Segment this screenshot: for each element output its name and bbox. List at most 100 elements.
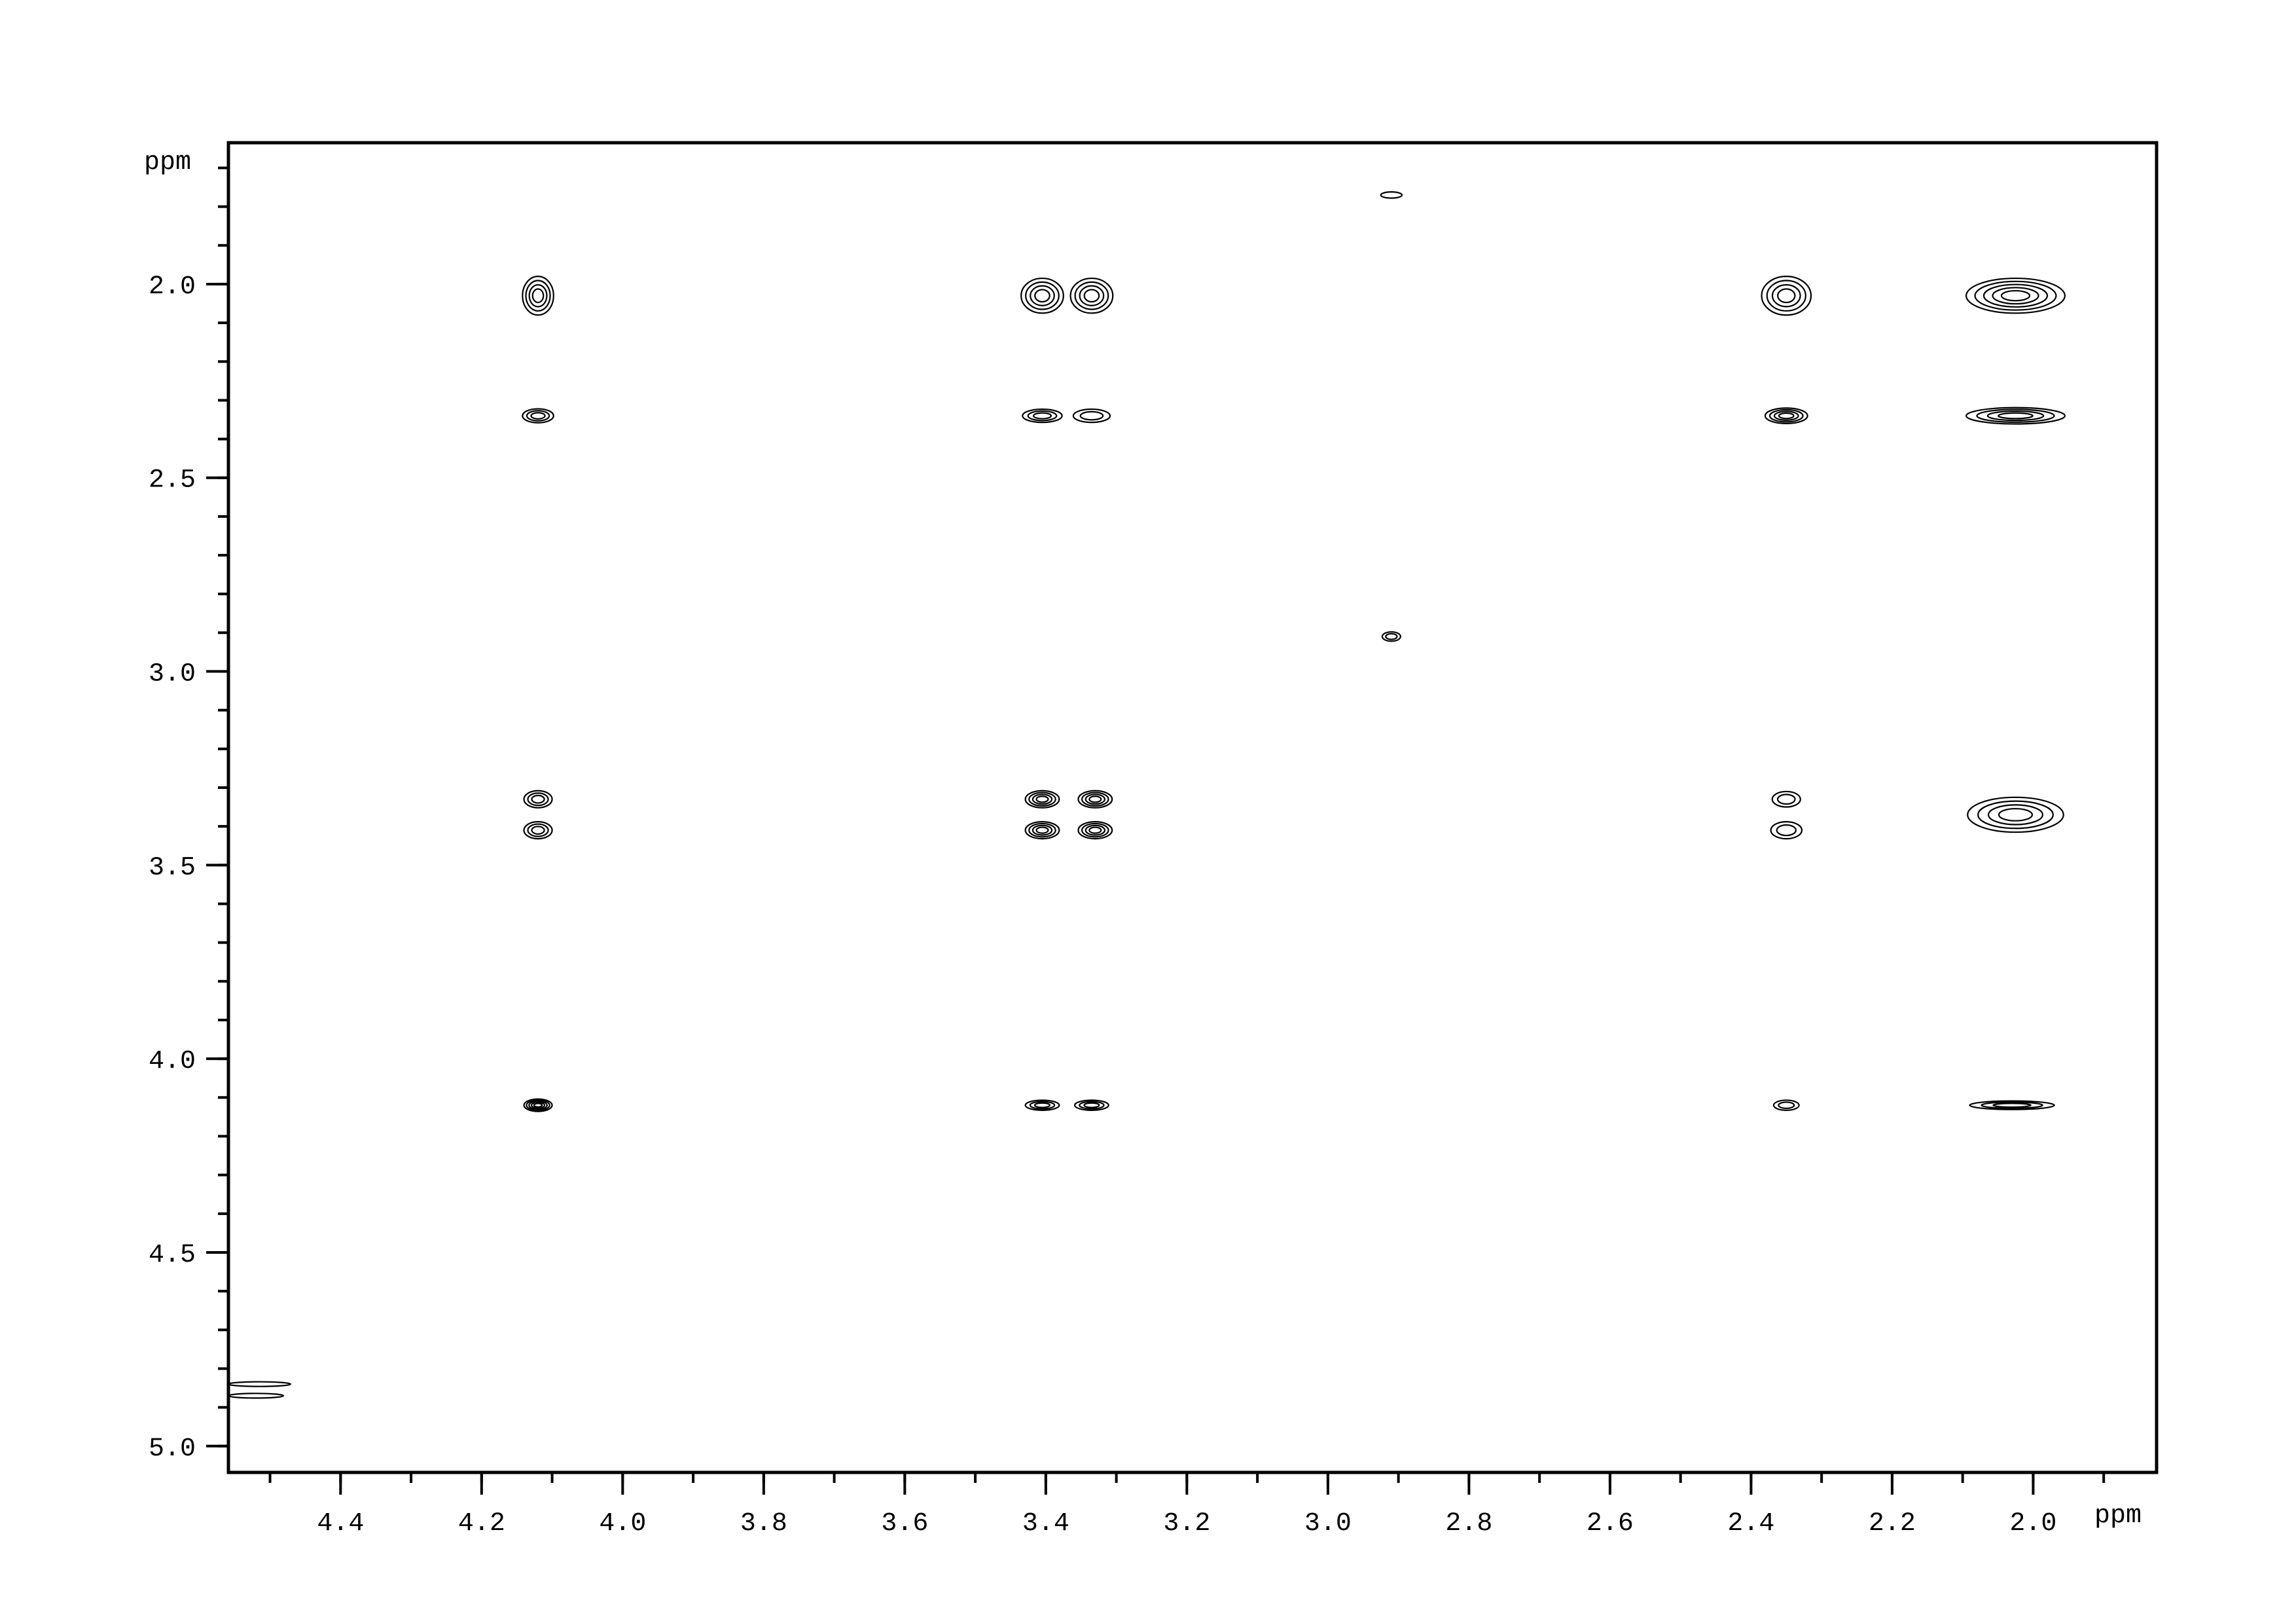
x-tick-label: 2.2	[1869, 1509, 1916, 1539]
contour-level	[1077, 820, 1113, 840]
contour-peak	[1965, 407, 2066, 425]
contour-level	[1778, 1101, 1795, 1109]
contour-level	[1967, 796, 2064, 833]
contour-level	[1992, 287, 2039, 305]
contour-level	[526, 410, 550, 422]
x-tick-label: 2.4	[1727, 1509, 1774, 1539]
contour-level	[1031, 824, 1053, 836]
contour-level	[1088, 795, 1102, 803]
contour-level	[1998, 808, 2034, 822]
contour-level	[1381, 631, 1401, 642]
y-tick-label: 5.0	[149, 1434, 196, 1464]
contour-level	[523, 790, 553, 809]
contour-level	[531, 826, 545, 835]
contour-level	[1024, 1099, 1060, 1111]
contour-peak	[1024, 1099, 1060, 1111]
contour-peak	[1965, 277, 2066, 314]
contour-level	[1768, 409, 1804, 423]
x-tick-label: 4.0	[599, 1509, 646, 1539]
y-tick-label: 3.5	[149, 853, 196, 883]
contour-level	[531, 794, 545, 804]
contour-level	[533, 1103, 543, 1108]
x-tick-label: 2.0	[2009, 1509, 2056, 1539]
contour-level	[1024, 820, 1060, 840]
contour-peak	[523, 1098, 553, 1112]
contour-level	[1024, 790, 1060, 809]
contour-peak	[522, 276, 554, 316]
contour-level	[522, 276, 554, 316]
contour-level	[1069, 277, 1114, 314]
contour-level	[1033, 1102, 1051, 1108]
contour-level	[527, 823, 549, 837]
plot-frame	[226, 141, 2159, 1474]
contour-level	[1028, 822, 1056, 838]
contour-level	[1022, 408, 1063, 424]
contour-level	[2000, 289, 2031, 302]
contour-level	[1965, 277, 2066, 314]
contour-level	[523, 820, 553, 840]
contour-level	[1385, 632, 1398, 640]
contour-peak	[522, 408, 554, 424]
x-tick-label: 4.2	[458, 1509, 505, 1539]
contour-peak	[1022, 408, 1063, 424]
contour-level	[1992, 1103, 2032, 1108]
contour-level	[1986, 410, 2045, 422]
contour-level	[1079, 1101, 1105, 1110]
contour-level	[1976, 409, 2055, 423]
y-tick-label: 2.0	[149, 272, 196, 302]
contour-level	[1085, 824, 1106, 836]
contour-level	[1776, 793, 1796, 805]
contour-level	[523, 1098, 553, 1112]
x-tick-label: 3.4	[1022, 1509, 1069, 1539]
contour-level	[1777, 288, 1796, 304]
contour-level	[228, 1393, 285, 1399]
contour-level	[1977, 800, 2054, 830]
x-axis: 4.4 4.2 4.0 3.8 3.6 3.4 3.2 3.0 2.8 2.6 2.4 2.2 2.0	[268, 1472, 2106, 1539]
contour-level	[1965, 407, 2066, 425]
contour-level	[1028, 792, 1056, 807]
contour-level	[1079, 285, 1105, 306]
contour-level	[1987, 804, 2044, 826]
y-axis: 2.0 2.5 3.0 3.5 4.0 4.5 5.0	[149, 166, 228, 1464]
contour-peak	[1770, 820, 1803, 840]
contour-level	[1072, 408, 1111, 424]
contour-level	[1027, 410, 1058, 422]
x-tick-label: 3.8	[740, 1509, 787, 1539]
contour-level	[1771, 790, 1801, 808]
contour-level	[1982, 283, 2049, 308]
y-tick-label: 2.5	[149, 466, 196, 496]
contour-peaks	[228, 191, 2066, 1399]
contour-level	[1077, 790, 1113, 809]
contour-peak	[1764, 407, 1808, 425]
contour-peak	[1967, 796, 2064, 833]
contour-level	[527, 792, 549, 807]
contour-peak	[228, 1381, 291, 1387]
y-axis-label: ppm	[144, 148, 191, 177]
contour-peak	[1761, 276, 1812, 316]
contour-level	[1035, 795, 1049, 803]
x-tick-label: 2.6	[1587, 1509, 1634, 1539]
contour-peak	[1020, 277, 1064, 314]
contour-peak	[1024, 790, 1060, 809]
contour-level	[1981, 1101, 2043, 1109]
contour-level	[1088, 826, 1102, 834]
contour-level	[1030, 285, 1055, 306]
contour-level	[1031, 793, 1053, 805]
contour-level	[525, 280, 551, 312]
contour-level	[1074, 281, 1109, 310]
contour-peak	[1077, 820, 1113, 840]
contour-level	[1083, 289, 1100, 303]
contour-peak	[1771, 790, 1801, 808]
contour-level	[1766, 280, 1806, 312]
contour-level	[1085, 793, 1106, 805]
contour-level	[1034, 289, 1050, 303]
x-tick-label: 3.0	[1304, 1509, 1352, 1539]
contour-peak	[1069, 277, 1114, 314]
contour-level	[1073, 1099, 1109, 1111]
contour-level	[1974, 280, 2057, 311]
contour-peak	[1381, 631, 1401, 642]
contour-peak	[1073, 1099, 1109, 1111]
x-axis-label: ppm	[2094, 1501, 2142, 1531]
x-tick-label: 3.6	[881, 1509, 928, 1539]
